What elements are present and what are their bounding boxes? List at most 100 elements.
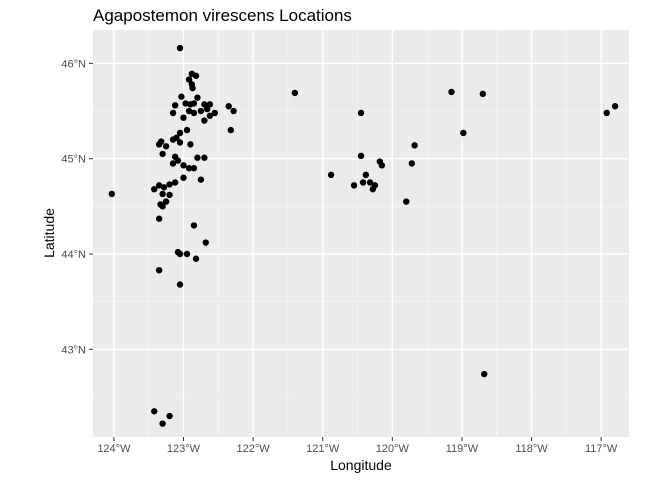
data-point — [230, 107, 237, 115]
x-tick-label: 121°W — [306, 443, 340, 455]
data-point — [155, 182, 163, 189]
data-point — [155, 215, 163, 222]
data-point — [403, 198, 410, 205]
data-point — [171, 102, 179, 109]
data-point — [166, 181, 173, 188]
data-point — [166, 191, 173, 199]
data-point — [369, 185, 377, 193]
data-point — [192, 255, 200, 262]
data-point — [201, 154, 208, 161]
data-point — [225, 103, 232, 110]
x-tick-label: 122°W — [237, 443, 271, 455]
y-axis-title: Latitude — [41, 208, 57, 258]
data-point — [202, 239, 209, 246]
data-point — [357, 109, 365, 117]
data-point — [151, 408, 158, 415]
data-point — [481, 370, 488, 378]
data-point — [197, 107, 205, 115]
data-point — [362, 171, 370, 179]
data-point — [171, 179, 179, 186]
data-point — [159, 203, 166, 210]
data-point — [160, 184, 168, 191]
data-point — [182, 100, 189, 107]
x-tick-label: 120°W — [376, 443, 410, 455]
data-point — [366, 179, 374, 186]
data-point — [159, 190, 166, 198]
data-point — [189, 84, 196, 92]
data-point — [327, 171, 335, 179]
data-point — [611, 103, 619, 110]
data-point — [162, 198, 170, 205]
y-tick-label: 43°N — [61, 344, 86, 356]
data-point — [162, 143, 170, 150]
data-point — [201, 117, 208, 124]
data-point — [169, 109, 177, 117]
data-point — [190, 100, 198, 107]
data-point — [166, 412, 173, 420]
data-point — [174, 157, 182, 164]
data-point — [448, 88, 455, 96]
x-tick-label: 118°W — [515, 443, 548, 455]
data-point — [155, 141, 163, 148]
data-point — [185, 165, 193, 172]
data-point — [192, 72, 200, 79]
data-point — [187, 141, 194, 148]
data-point — [194, 154, 201, 161]
plot-panel — [93, 30, 629, 437]
data-point — [176, 281, 184, 288]
data-point — [180, 174, 187, 181]
data-point — [190, 109, 198, 117]
y-tick-label: 46°N — [61, 58, 86, 70]
data-point — [197, 176, 205, 183]
data-point — [479, 90, 487, 98]
data-point — [350, 182, 358, 189]
data-point — [176, 44, 184, 52]
data-point — [159, 420, 166, 427]
x-tick-label: 124°W — [97, 443, 131, 455]
data-points — [108, 44, 619, 427]
data-point — [357, 152, 365, 160]
data-point — [108, 190, 115, 198]
data-point — [408, 160, 416, 167]
x-tick-label: 117°W — [585, 443, 618, 455]
data-point — [227, 126, 235, 134]
data-point — [206, 112, 214, 119]
data-point — [176, 139, 184, 146]
data-point — [460, 129, 467, 137]
data-point — [359, 179, 367, 186]
x-tick-label: 123°W — [167, 443, 201, 455]
major-gridlines — [93, 30, 629, 437]
data-point — [180, 114, 187, 121]
data-point — [603, 109, 610, 117]
data-point — [176, 250, 184, 258]
data-point — [155, 266, 163, 274]
data-point — [190, 222, 198, 229]
y-axis: 43°N 44°N 45°N 46°N — [61, 58, 93, 356]
data-point — [201, 101, 208, 108]
data-point — [180, 162, 187, 169]
data-point — [203, 105, 211, 113]
y-tick-label: 44°N — [61, 249, 86, 261]
x-axis: 124°W 123°W 122°W 121°W 120°W 119°W 118°W 117°W — [97, 437, 618, 455]
data-point — [178, 93, 185, 100]
data-point — [190, 165, 198, 172]
data-point — [194, 94, 201, 101]
minor-gridlines — [93, 30, 629, 437]
data-point — [151, 185, 158, 193]
data-point — [211, 109, 219, 117]
data-point — [411, 142, 418, 149]
y-tick-label: 45°N — [61, 154, 86, 166]
data-point — [159, 150, 166, 158]
chart-title: Agapostemon virescens Locations — [93, 6, 352, 25]
data-point — [206, 101, 214, 108]
data-point — [183, 250, 191, 258]
data-point — [291, 89, 299, 97]
data-point — [378, 162, 386, 169]
x-tick-label: 119°W — [446, 443, 479, 455]
data-point — [176, 129, 184, 137]
data-point — [169, 160, 177, 167]
data-point — [183, 126, 191, 134]
data-point — [185, 76, 193, 83]
data-point — [185, 107, 193, 115]
